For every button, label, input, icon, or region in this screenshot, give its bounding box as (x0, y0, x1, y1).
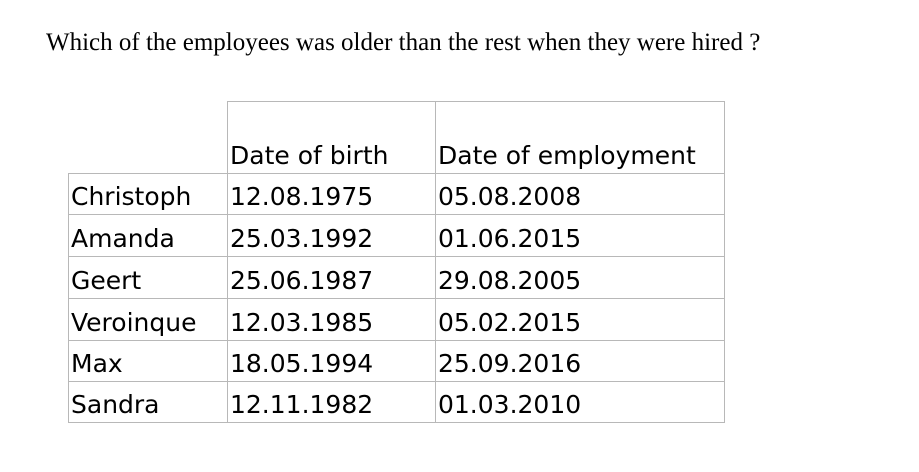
header-date-of-employment: Date of employment (438, 141, 696, 170)
grid-line (68, 256, 725, 257)
question-text: Which of the employees was older than th… (46, 29, 761, 56)
grid-line (68, 173, 69, 423)
header-date-of-birth: Date of birth (230, 141, 389, 170)
employee-name: Max (71, 349, 123, 378)
employee-name: Veroinque (71, 308, 197, 337)
grid-line (227, 101, 725, 102)
employee-name: Sandra (71, 390, 160, 419)
employment-date: 05.02.2015 (438, 308, 582, 337)
employee-name: Geert (71, 266, 142, 295)
employee-name: Amanda (71, 224, 175, 253)
grid-line (68, 214, 725, 215)
grid-line (68, 381, 725, 382)
grid-line (435, 101, 436, 423)
grid-line (724, 101, 725, 423)
birth-date: 25.06.1987 (230, 266, 374, 295)
grid-line (227, 101, 228, 423)
birth-date: 25.03.1992 (230, 224, 374, 253)
employment-date: 29.08.2005 (438, 266, 582, 295)
employment-date: 05.08.2008 (438, 182, 582, 211)
employment-date: 01.03.2010 (438, 390, 582, 419)
employment-date: 01.06.2015 (438, 224, 582, 253)
birth-date: 18.05.1994 (230, 349, 374, 378)
birth-date: 12.08.1975 (230, 182, 374, 211)
grid-line (68, 422, 725, 423)
birth-date: 12.03.1985 (230, 308, 374, 337)
grid-line (68, 298, 725, 299)
employment-date: 25.09.2016 (438, 349, 582, 378)
employee-name: Christoph (71, 182, 192, 211)
grid-line (68, 340, 725, 341)
grid-line (68, 173, 725, 174)
birth-date: 12.11.1982 (230, 390, 374, 419)
